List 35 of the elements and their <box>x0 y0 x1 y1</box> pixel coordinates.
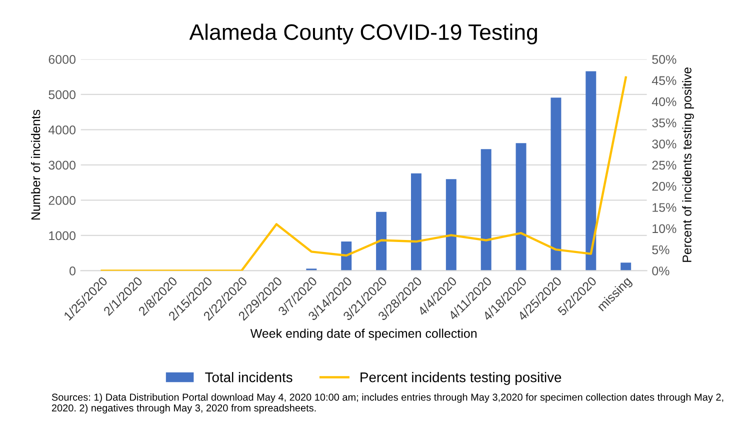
y-tick-label: 4000 <box>48 126 76 134</box>
y2-tick-label: 0% <box>652 266 670 276</box>
chart-title: Alameda County COVID-19 Testing <box>189 24 537 44</box>
y-tick-label: 2000 <box>48 196 76 205</box>
y2-tick-label: 15% <box>652 203 676 212</box>
bar <box>480 149 492 271</box>
y2-tick-label: 10% <box>652 224 676 234</box>
y2-tick-label: 35% <box>652 118 676 128</box>
y-tick-label: 6000 <box>48 55 76 64</box>
bar <box>516 143 526 271</box>
bar <box>376 212 387 271</box>
y2-tick-label: 45% <box>652 76 676 86</box>
y2-tick-label: 30% <box>652 140 676 148</box>
y2-tick-label: 50% <box>652 55 676 64</box>
x-axis-title: Week ending date of specimen collection <box>250 328 477 340</box>
y2-tick-label: 40% <box>652 97 676 106</box>
legend-label: Total incidents <box>205 372 292 382</box>
bar <box>341 241 352 271</box>
y2-tick-label: 25% <box>652 160 676 170</box>
source-note: Sources: 1) Data Distribution Portal download May 4, 2020 10:00 am; includes entries through May 3,2020 for specimen collection dates through May 2, 2020. 2) negatives through May 3, 2020 from spreadsheets. <box>52 393 724 414</box>
legend-label: Percent incidents testing positive <box>360 372 562 385</box>
y2-axis-title: Percent of incidents testing positive <box>682 68 694 262</box>
y-tick-label: 1000 <box>49 231 76 240</box>
y-tick-label: 5000 <box>48 90 76 100</box>
y-axis-title: Number of incidents <box>30 110 40 220</box>
bar <box>550 98 562 271</box>
line-series <box>100 76 627 271</box>
y-tick-label: 0 <box>70 266 76 276</box>
y-tick-label: 3000 <box>48 160 76 170</box>
bar <box>586 71 596 271</box>
bar <box>410 173 422 271</box>
y2-tick-label: 20% <box>652 182 676 191</box>
bar <box>446 179 456 271</box>
bar <box>620 262 632 271</box>
y2-tick-label: 5% <box>652 245 670 254</box>
